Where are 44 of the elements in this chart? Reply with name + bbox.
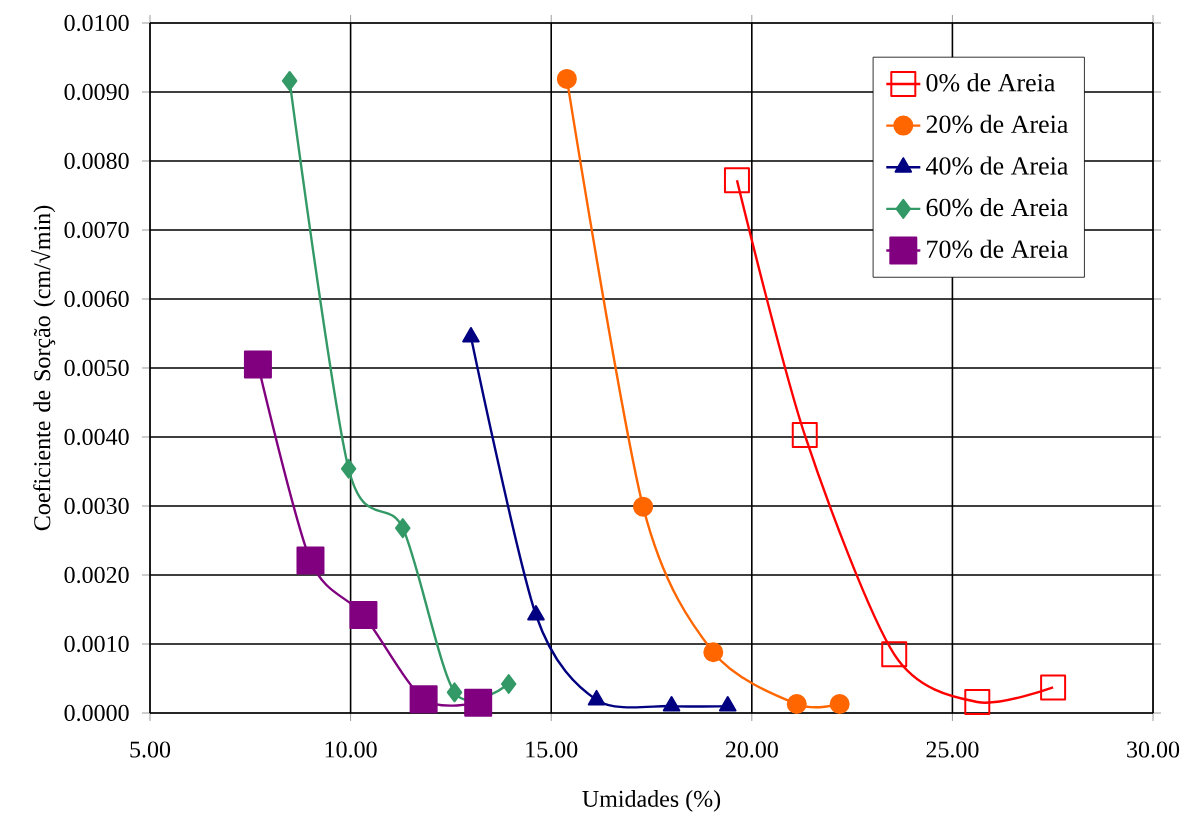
y-tick-label: 0.0050 bbox=[64, 359, 129, 377]
y-tick-label: 0.0020 bbox=[64, 566, 129, 584]
legend-label: 20% de Areia bbox=[926, 114, 1069, 134]
point bbox=[556, 68, 577, 89]
point bbox=[409, 685, 438, 714]
point bbox=[340, 458, 357, 479]
point bbox=[881, 641, 908, 668]
y-tick-label: 0.0080 bbox=[64, 152, 129, 170]
point bbox=[296, 546, 325, 575]
point bbox=[349, 601, 378, 630]
point bbox=[964, 688, 991, 715]
y-tick-label: 0.0100 bbox=[64, 14, 129, 32]
y-tick-label: 0.0040 bbox=[64, 428, 129, 446]
point bbox=[786, 694, 807, 715]
legend-label: 0% de Areia bbox=[926, 73, 1056, 92]
point bbox=[281, 70, 298, 91]
y-tick-label: 0.0070 bbox=[64, 221, 129, 239]
y-axis-title: Coeficiente de Sorção (cm/√min) bbox=[31, 205, 56, 531]
point bbox=[703, 642, 724, 663]
point bbox=[1040, 674, 1067, 701]
x-tick-label: 20.00 bbox=[725, 741, 778, 758]
x-tick-label: 25.00 bbox=[926, 741, 979, 758]
y-tick-label: 0.0000 bbox=[64, 704, 129, 722]
legend-label: 70% de Areia bbox=[927, 239, 1069, 259]
y-tick-label: 0.0090 bbox=[64, 83, 129, 101]
point bbox=[723, 167, 750, 194]
point bbox=[395, 518, 411, 539]
y-tick-label: 0.0030 bbox=[64, 497, 129, 515]
point bbox=[243, 350, 272, 379]
point bbox=[446, 682, 463, 703]
x-tick-label: 10.00 bbox=[325, 741, 377, 758]
x-tick-label: 15.00 bbox=[526, 741, 578, 758]
point bbox=[633, 496, 654, 517]
point bbox=[791, 421, 818, 448]
point bbox=[829, 694, 850, 715]
x-tick-label: 5.00 bbox=[130, 741, 171, 758]
y-tick-label: 0.0060 bbox=[64, 290, 129, 308]
legend-label: 60% de Areia bbox=[926, 198, 1069, 217]
x-axis-title: Umidades (%) bbox=[582, 790, 721, 812]
legend-label: 40% de Areia bbox=[925, 156, 1069, 175]
x-tick-label: 30.00 bbox=[1127, 741, 1180, 758]
y-tick-label: 0.0010 bbox=[64, 635, 129, 653]
point bbox=[464, 688, 493, 717]
point bbox=[500, 674, 517, 695]
